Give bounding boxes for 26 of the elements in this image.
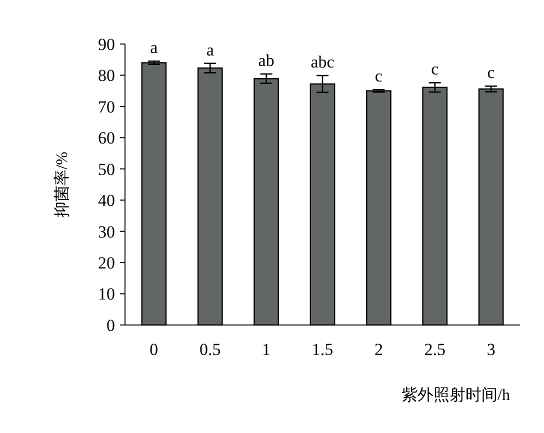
y-tick-label: 20 [98,254,115,273]
y-tick-label: 0 [106,316,115,335]
x-tick-label: 2.5 [424,340,446,359]
x-tick-label: 0.5 [200,340,221,359]
y-tick-label: 50 [98,160,115,179]
x-tick-label: 2 [374,340,383,359]
annotation: c [374,66,383,86]
y-tick-label: 30 [98,222,115,242]
annotation: a [150,38,158,58]
y-tick-label: 10 [98,284,115,304]
annotation: abc [310,52,335,72]
x-tick-label: 1.5 [312,340,334,359]
annotation: a [206,40,214,60]
x-axis-title: 紫外照射时间/h [402,386,510,404]
annotation: c [431,60,440,79]
y-tick-label: 60 [98,128,115,148]
annotation: ab [258,50,274,70]
y-tick-label: 40 [98,191,115,210]
y-tick-label: 90 [98,34,115,54]
y-axis-title: 抑菌率/% [53,152,71,218]
x-tick-label: 3 [486,340,496,359]
x-tick-label: 1 [262,340,271,359]
x-tick-label: 0 [150,340,158,359]
y-tick-label: 80 [98,66,115,86]
annotation: c [487,63,496,82]
y-tick-label: 70 [98,97,115,116]
